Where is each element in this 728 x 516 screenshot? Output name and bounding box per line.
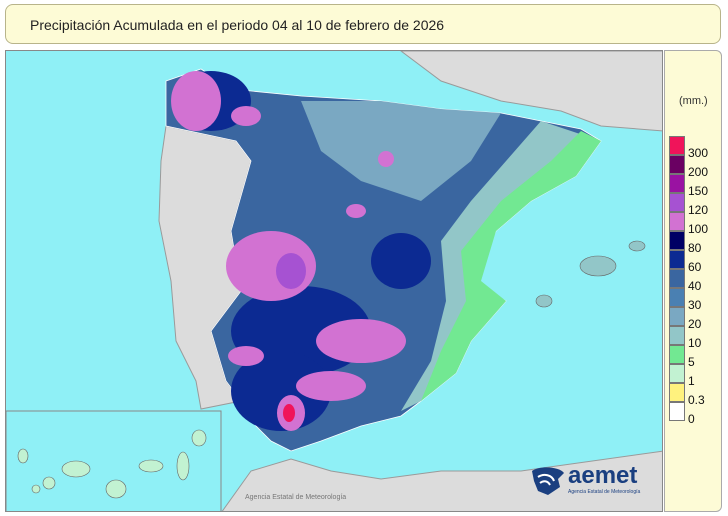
legend: (mm.) 300 200 150 120 100 80 60 40 30 20 10 5 1 0.3 0 — [664, 50, 722, 512]
legend-swatch — [669, 345, 685, 364]
logo-text: aemet — [568, 462, 638, 489]
map-title: Precipitación Acumulada en el periodo 04… — [30, 17, 445, 33]
precipitation-map — [5, 50, 663, 512]
aemet-logo-icon — [532, 467, 564, 495]
zone-60 — [371, 233, 431, 289]
zone-300 — [283, 404, 295, 422]
menorca — [628, 240, 646, 252]
legend-swatch — [669, 155, 685, 174]
ibiza — [535, 294, 553, 308]
legend-swatch — [669, 288, 685, 307]
legend-label: 80 — [688, 241, 702, 255]
legend-label: 200 — [688, 165, 709, 179]
legend-swatch — [669, 136, 685, 155]
legend-unit: (mm.) — [679, 95, 708, 107]
legend-swatch — [669, 212, 685, 231]
mallorca — [579, 255, 617, 277]
legend-swatch — [669, 402, 685, 421]
legend-swatch — [669, 231, 685, 250]
canary-islands — [17, 429, 207, 499]
legend-label: 0.3 — [688, 393, 705, 407]
legend-label: 300 — [688, 146, 709, 160]
zone-20 — [301, 101, 501, 201]
legend-label: 120 — [688, 203, 709, 217]
france — [400, 51, 662, 132]
logo-subtitle: Agencia Estatal de Meteorología — [568, 489, 641, 495]
legend-label: 0 — [688, 412, 695, 426]
zone-5 — [421, 131, 601, 401]
legend-swatch — [669, 307, 685, 326]
title-box: Precipitación Acumulada en el periodo 04… — [5, 4, 721, 44]
legend-swatch — [669, 193, 685, 212]
legend-label: 40 — [688, 279, 702, 293]
legend-swatch — [669, 364, 685, 383]
credit-text: Agencia Estatal de Meteorología — [245, 494, 347, 501]
legend-label: 20 — [688, 317, 702, 331]
legend-label: 1 — [688, 374, 695, 388]
legend-swatch — [669, 269, 685, 288]
legend-swatch — [669, 326, 685, 345]
legend-swatch — [669, 383, 685, 402]
legend-swatch — [669, 174, 685, 193]
legend-label: 10 — [688, 336, 702, 350]
legend-label: 5 — [688, 355, 695, 369]
legend-label: 150 — [688, 184, 709, 198]
legend-swatch — [669, 250, 685, 269]
legend-label: 100 — [688, 222, 709, 236]
legend-label: 60 — [688, 260, 702, 274]
africa — [221, 450, 662, 511]
legend-label: 30 — [688, 298, 702, 312]
